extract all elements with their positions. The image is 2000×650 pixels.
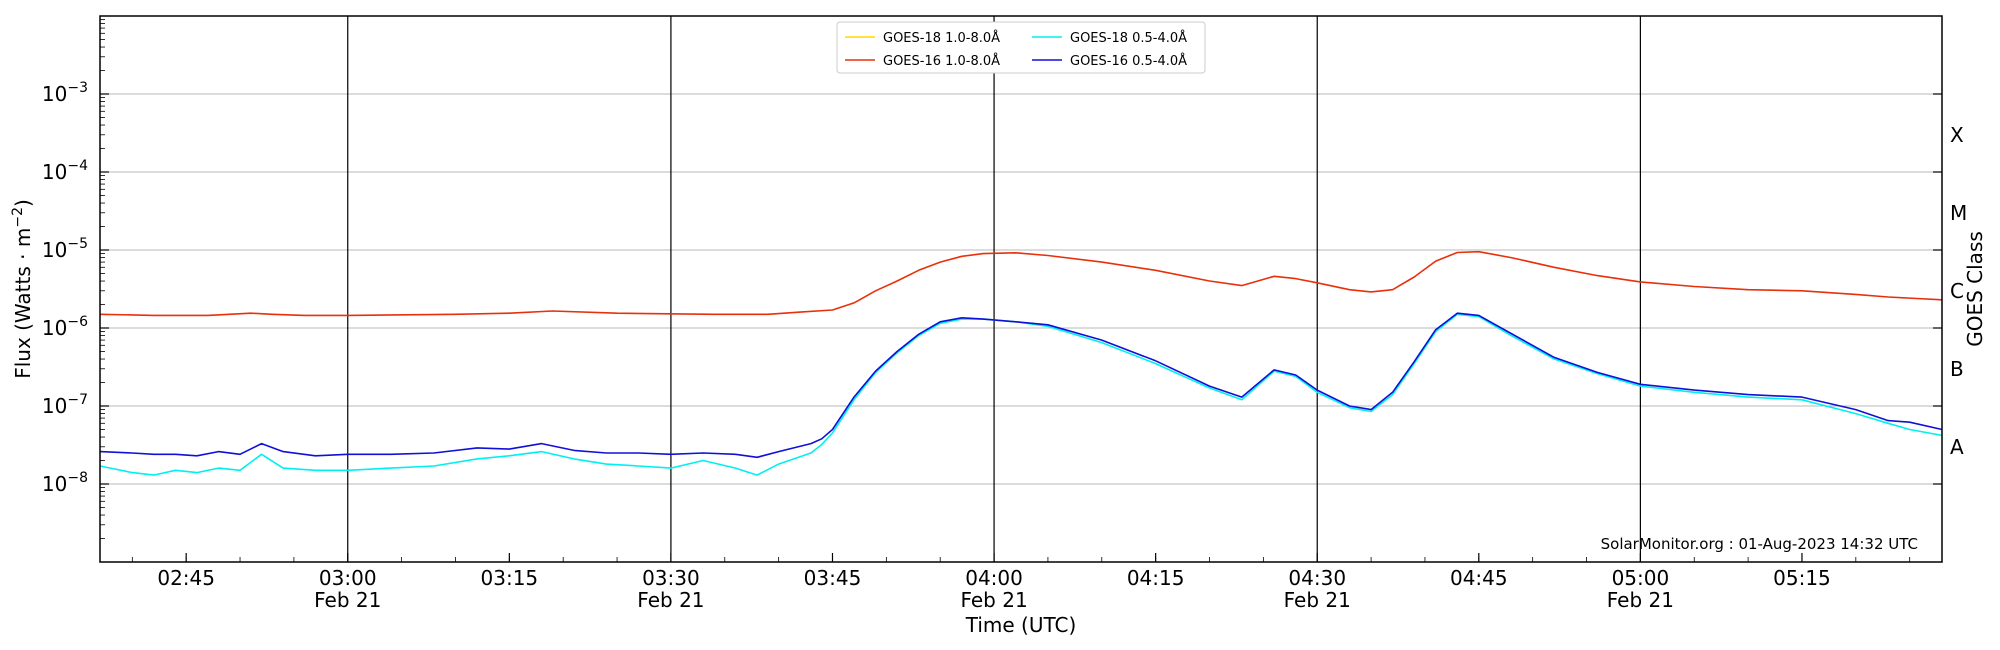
- x-tick-label: 05:15: [1773, 566, 1831, 590]
- y-tick-label: 10−4: [42, 158, 88, 184]
- x-tick-date-label: Feb 21: [1284, 588, 1351, 612]
- vertical-hour-lines: [347, 16, 1641, 562]
- plot-background: [100, 16, 1942, 562]
- x-tick-date-label: Feb 21: [637, 588, 704, 612]
- x-tick-label: 03:45: [804, 566, 862, 590]
- x-tick-label: 03:15: [481, 566, 539, 590]
- x-axis-title: Time (UTC): [965, 613, 1077, 637]
- y-tick-label: 10−3: [42, 80, 88, 106]
- credit-text: SolarMonitor.org : 01-Aug-2023 14:32 UTC: [1601, 535, 1918, 553]
- series-line-3: [99, 313, 1943, 476]
- series-line-2: [99, 250, 1943, 317]
- x-tick-label: 04:15: [1127, 566, 1185, 590]
- goes-class-label: A: [1950, 435, 1964, 459]
- x-tick-date-label: Feb 21: [960, 588, 1027, 612]
- x-tick-label: 04:45: [1450, 566, 1508, 590]
- x-tick-label: 03:00: [319, 566, 377, 590]
- legend-label: GOES-18 1.0-8.0Å: [883, 30, 1000, 46]
- legend-label: GOES-18 0.5-4.0Å: [1070, 30, 1187, 46]
- series-line-4: [99, 312, 1943, 459]
- y-tick-labels: 10−8 10−7 10−6 10−5 10−4 10−3: [42, 80, 88, 496]
- plot-frame: [99, 15, 1943, 563]
- x-tick-label: 02:45: [157, 566, 215, 590]
- legend-label: GOES-16 0.5-4.0Å: [1070, 53, 1187, 69]
- goes-class-label: B: [1950, 357, 1964, 381]
- y-tick-label: 10−6: [42, 314, 88, 340]
- y-tick-label: 10−5: [42, 236, 88, 262]
- goes-class-label: M: [1950, 201, 1967, 225]
- y-tick-label: 10−8: [42, 470, 88, 496]
- gridlines: [100, 93, 1942, 485]
- x-tick-label: 05:00: [1612, 566, 1670, 590]
- y-axis-title: Flux (Watts · m−2): [10, 199, 35, 379]
- x-tick-label: 04:00: [965, 566, 1023, 590]
- goes-class-label: C: [1950, 279, 1964, 303]
- x-tick-date-label: Feb 21: [1607, 588, 1674, 612]
- axis-ticks: [100, 19, 1942, 562]
- legend-box: [836, 21, 1206, 74]
- x-tick-date-label: Feb 21: [314, 588, 381, 612]
- goes-class-label: X: [1950, 123, 1964, 147]
- x-tick-label: 04:30: [1288, 566, 1346, 590]
- goes-class-axis-title: GOES Class: [1963, 231, 1987, 347]
- legend-label: GOES-16 1.0-8.0Å: [883, 53, 1000, 69]
- legend: GOES-18 1.0-8.0Å GOES-16 1.0-8.0Å GOES-18 …: [836, 21, 1206, 74]
- y-tick-label: 10−7: [42, 392, 88, 418]
- goes-class-labels: A B C M X: [1950, 123, 1967, 459]
- series-lines: [99, 250, 1943, 476]
- x-tick-label: 03:30: [642, 566, 700, 590]
